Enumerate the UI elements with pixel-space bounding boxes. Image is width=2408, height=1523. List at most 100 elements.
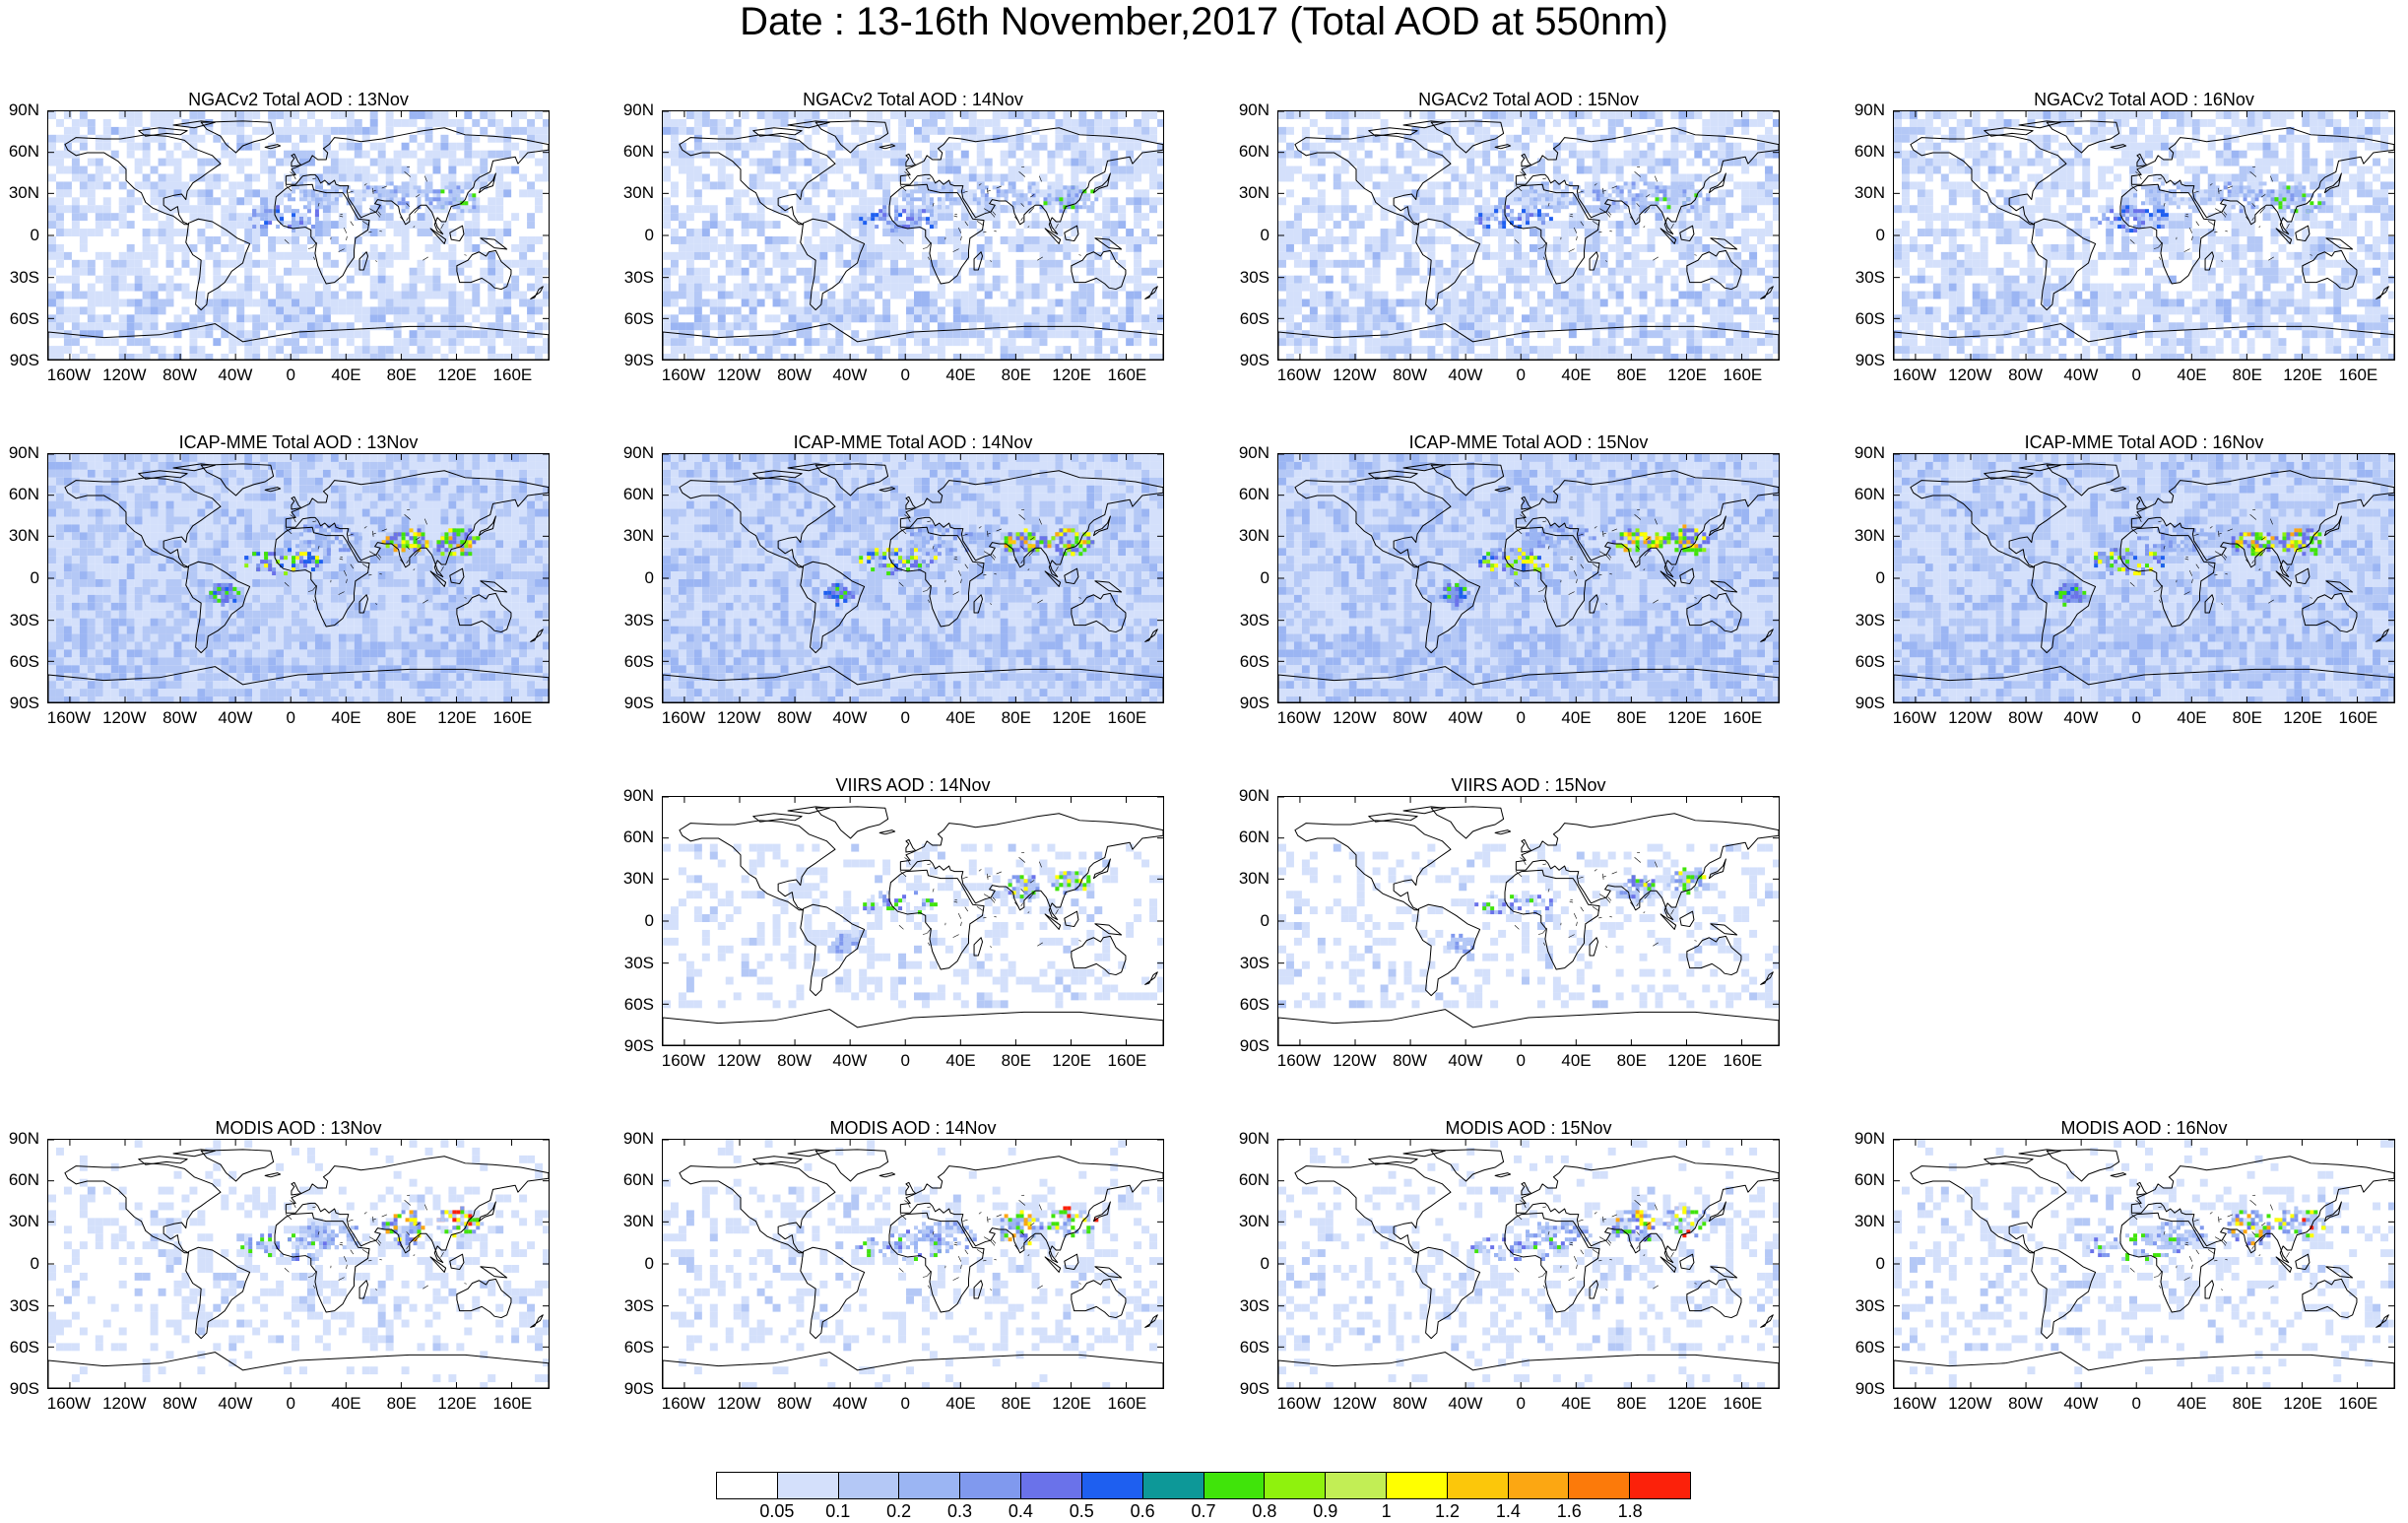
longitude-label: 0 bbox=[2107, 709, 2166, 727]
longitude-label: 160W bbox=[1269, 1395, 1329, 1413]
longitude-label: 120W bbox=[95, 1395, 154, 1413]
tick-marks bbox=[663, 1140, 1163, 1388]
longitude-label: 80W bbox=[1996, 366, 2055, 384]
longitude-label: 160W bbox=[39, 1395, 98, 1413]
latitude-label: 60N bbox=[615, 828, 654, 846]
latitude-label: 60N bbox=[0, 143, 39, 161]
coastlines bbox=[663, 463, 1163, 702]
latitude-label: 60S bbox=[1230, 996, 1269, 1014]
colorbar-label: 1.2 bbox=[1423, 1501, 1472, 1521]
longitude-label: 120W bbox=[1940, 366, 1999, 384]
colorbar-label: 1.6 bbox=[1544, 1501, 1594, 1521]
longitude-label: 120E bbox=[1658, 1395, 1717, 1413]
latitude-label: 30S bbox=[1846, 269, 1885, 287]
latitude-label: 60S bbox=[1846, 1339, 1885, 1357]
longitude-label: 0 bbox=[876, 1052, 935, 1070]
colorbar-label: 0.6 bbox=[1118, 1501, 1167, 1521]
aod-field bbox=[663, 111, 1163, 360]
longitude-label: 80E bbox=[2218, 1395, 2277, 1413]
longitude-label: 0 bbox=[261, 366, 320, 384]
longitude-label: 120W bbox=[95, 709, 154, 727]
longitude-label: 160E bbox=[2328, 709, 2387, 727]
coastlines bbox=[1278, 806, 1779, 1045]
aod-map bbox=[47, 453, 550, 703]
latitude-label: 90N bbox=[615, 444, 654, 462]
longitude-label: 120W bbox=[1940, 709, 1999, 727]
map-panel: NGACv2 Total AOD : 16Nov 90N 60N 30N 0 30S 60S… bbox=[1846, 89, 2397, 443]
longitude-label: 160W bbox=[1269, 709, 1329, 727]
longitude-label: 40E bbox=[317, 366, 376, 384]
longitude-label: 40E bbox=[2163, 366, 2222, 384]
aod-field bbox=[663, 843, 1163, 1009]
latitude-label: 60S bbox=[615, 1339, 654, 1357]
latitude-label: 90N bbox=[615, 1130, 654, 1148]
latitude-label: 90N bbox=[0, 101, 39, 119]
longitude-label: 120E bbox=[2273, 366, 2332, 384]
longitude-label: 80E bbox=[1602, 709, 1661, 727]
panel-title: NGACv2 Total AOD : 15Nov bbox=[1277, 89, 1780, 110]
colorbar-label: 1 bbox=[1362, 1501, 1411, 1521]
tick-marks bbox=[1894, 111, 2394, 360]
colorbar-label: 0.7 bbox=[1179, 1501, 1228, 1521]
longitude-label: 40E bbox=[932, 709, 991, 727]
longitude-label: 120E bbox=[1042, 1395, 1101, 1413]
aod-field bbox=[1894, 1140, 2394, 1388]
tick-marks bbox=[663, 797, 1163, 1045]
longitude-label: 40W bbox=[1436, 709, 1495, 727]
colorbar-label: 0.2 bbox=[875, 1501, 924, 1521]
aod-field bbox=[1894, 454, 2394, 702]
longitude-label: 40W bbox=[820, 1052, 879, 1070]
longitude-label: 80W bbox=[765, 1395, 824, 1413]
longitude-label: 160E bbox=[1097, 709, 1156, 727]
longitude-label: 40W bbox=[1436, 1395, 1495, 1413]
latitude-label: 30N bbox=[615, 184, 654, 202]
longitude-label: 160E bbox=[483, 709, 542, 727]
longitude-label: 40W bbox=[206, 366, 265, 384]
colorbar-swatch bbox=[1326, 1473, 1387, 1498]
latitude-label: 30S bbox=[1846, 612, 1885, 629]
map-panel: VIIRS AOD : 14Nov 90N 60N 30N 0 30S 60S 90S 160W… bbox=[615, 774, 1166, 1129]
latitude-label: 90N bbox=[1846, 101, 1885, 119]
colorbar-swatch bbox=[1447, 1473, 1509, 1498]
longitude-label: 0 bbox=[2107, 1395, 2166, 1413]
aod-field bbox=[48, 1140, 549, 1388]
tick-marks bbox=[663, 111, 1163, 360]
latitude-label: 30S bbox=[1846, 1297, 1885, 1315]
latitude-label: 90S bbox=[1846, 1380, 1885, 1398]
colorbar-label: 0.9 bbox=[1301, 1501, 1350, 1521]
latitude-label: 0 bbox=[615, 1255, 654, 1273]
latitude-label: 60S bbox=[1230, 1339, 1269, 1357]
latitude-label: 90S bbox=[1230, 1380, 1269, 1398]
coastlines bbox=[1278, 463, 1779, 702]
panel-title: ICAP-MME Total AOD : 15Nov bbox=[1277, 431, 1780, 453]
latitude-label: 90S bbox=[615, 1380, 654, 1398]
longitude-label: 160W bbox=[1269, 366, 1329, 384]
longitude-label: 40W bbox=[820, 366, 879, 384]
latitude-label: 60S bbox=[1846, 653, 1885, 671]
longitude-label: 40W bbox=[820, 709, 879, 727]
latitude-label: 60N bbox=[1230, 1171, 1269, 1189]
longitude-label: 40E bbox=[1547, 366, 1606, 384]
latitude-label: 0 bbox=[0, 569, 39, 587]
longitude-label: 120E bbox=[1042, 366, 1101, 384]
longitude-label: 160W bbox=[39, 366, 98, 384]
longitude-label: 160E bbox=[1097, 1395, 1156, 1413]
aod-field bbox=[48, 454, 549, 702]
aod-field bbox=[663, 1140, 1163, 1388]
coastlines bbox=[1278, 1149, 1779, 1388]
latitude-label: 60N bbox=[1846, 486, 1885, 503]
colorbar-label: 0.3 bbox=[936, 1501, 985, 1521]
longitude-label: 160E bbox=[1097, 366, 1156, 384]
longitude-label: 80E bbox=[372, 366, 431, 384]
latitude-label: 60S bbox=[615, 310, 654, 328]
latitude-label: 30N bbox=[1230, 184, 1269, 202]
longitude-label: 80W bbox=[1381, 366, 1440, 384]
coastlines bbox=[48, 1149, 549, 1388]
longitude-label: 120W bbox=[709, 366, 768, 384]
longitude-label: 160W bbox=[1885, 1395, 1944, 1413]
map-panel: VIIRS AOD : 15Nov 90N 60N 30N 0 30S 60S 90S 160W… bbox=[1230, 774, 1782, 1129]
map-panel: ICAP-MME Total AOD : 13Nov 90N 60N 30N 0 30S 6… bbox=[0, 431, 552, 786]
colorbar-swatch bbox=[777, 1473, 839, 1498]
longitude-label: 120E bbox=[1042, 709, 1101, 727]
longitude-label: 120E bbox=[1042, 1052, 1101, 1070]
